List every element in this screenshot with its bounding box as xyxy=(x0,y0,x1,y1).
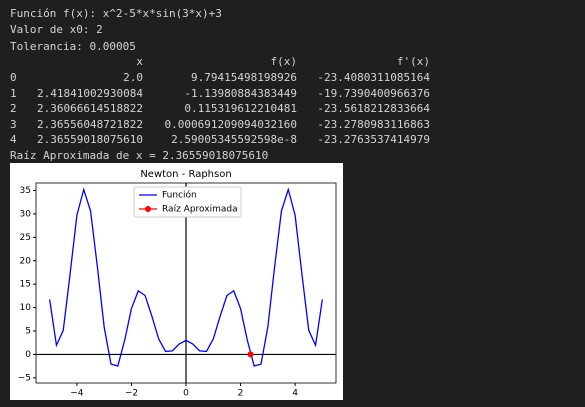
x-tick-label: −2 xyxy=(125,389,138,399)
row-index: 3 xyxy=(10,117,17,131)
row-index: 0 xyxy=(10,71,17,84)
x-tick-label: −4 xyxy=(70,389,84,399)
y-tick-label: 10 xyxy=(20,303,32,313)
root-point xyxy=(247,351,254,358)
legend-label: Raíz Aproximada xyxy=(162,205,238,215)
row-index: 4 xyxy=(10,133,17,146)
cell: 2.59005345592598e-8 xyxy=(171,133,297,146)
y-tick-label: 20 xyxy=(20,256,32,266)
cell: -23.5618212833664 xyxy=(317,102,430,115)
cell: 2.41841002930084 xyxy=(37,86,143,100)
cell: 2.36559018075610 xyxy=(37,133,143,146)
cell: 2.36066614518822 xyxy=(37,102,143,115)
cell: 9.79415498198926 xyxy=(191,71,297,84)
y-tick-label: −5 xyxy=(18,373,31,383)
y-tick-label: 15 xyxy=(20,280,31,290)
cell: 2.0 xyxy=(123,71,143,84)
cell: -23.2780983116863 xyxy=(317,117,430,131)
cell: 0.000691209094032160 xyxy=(164,117,297,131)
row-index: 1 xyxy=(10,86,17,100)
y-tick-label: 25 xyxy=(20,233,31,243)
info-line: Función f(x): x^2-5*x*sin(3*x)+3 xyxy=(10,7,222,20)
info-line: Tolerancia: 0.00005 xyxy=(10,40,136,53)
x-tick-label: 0 xyxy=(183,389,189,399)
cell: -1.13980884383449 xyxy=(184,86,297,100)
legend-box xyxy=(133,186,242,218)
y-tick-label: 0 xyxy=(25,350,31,360)
legend-marker xyxy=(145,206,151,212)
chart-title: Newton - Raphson xyxy=(140,169,231,180)
row-index: 2 xyxy=(10,102,17,115)
info-line: Valor de x0: 2 xyxy=(10,23,103,36)
y-tick-label: 5 xyxy=(25,327,31,337)
column-header: f(x) xyxy=(270,55,298,68)
cell: 0.115319612210481 xyxy=(184,102,297,115)
plot-frame xyxy=(35,182,337,384)
chart: Newton - Raphson −5 0 5 10 15 20 25 30 35 −4 −2 0 2 4… xyxy=(10,163,343,400)
column-header: x xyxy=(136,55,143,68)
cell: -23.2763537414979 xyxy=(317,133,430,146)
y-tick-label: 35 xyxy=(20,186,31,196)
curve xyxy=(48,187,324,367)
column-header: f'(x) xyxy=(396,55,430,68)
y-tick-label: 30 xyxy=(20,209,32,219)
cell: -19.7390400966376 xyxy=(317,86,430,100)
cell: 2.36556048721822 xyxy=(37,117,143,131)
x-tick-label: 4 xyxy=(292,389,298,399)
result: Raíz Aproximada de x = 2.36559018075610 xyxy=(10,149,269,162)
legend-label: Función xyxy=(162,190,197,201)
x-tick-label: 2 xyxy=(238,389,244,399)
cell: -23.4080311085164 xyxy=(317,71,430,84)
